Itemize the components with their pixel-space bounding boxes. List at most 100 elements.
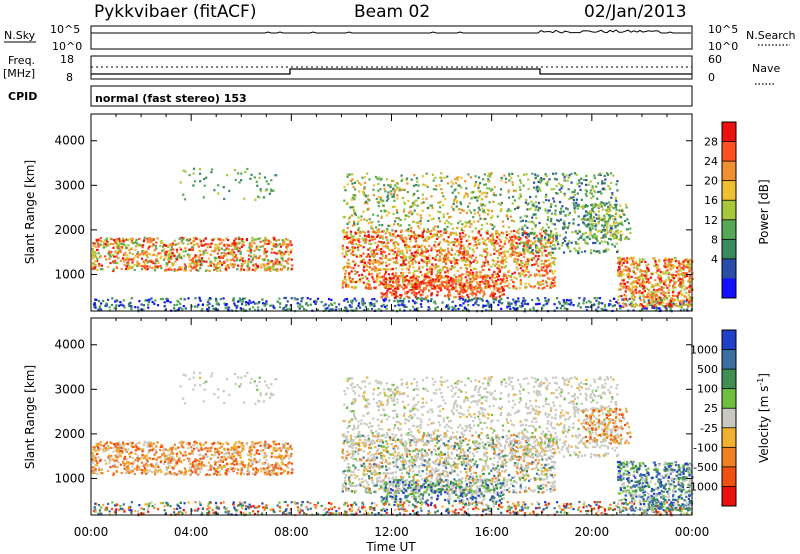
power-pixel [417, 281, 420, 284]
power-pixel [416, 269, 419, 272]
power-pixel [383, 210, 386, 213]
power-pixel [622, 273, 625, 276]
power-pixel [198, 296, 201, 299]
power-pixel [504, 250, 507, 253]
power-pixel [330, 308, 333, 311]
power-pixel [191, 261, 194, 264]
power-pixel [496, 272, 499, 275]
power-pixel [195, 264, 198, 267]
power-pixel [433, 233, 436, 236]
power-pixel [430, 271, 433, 274]
power-pixel [603, 182, 606, 185]
power-pixel [170, 246, 173, 249]
power-pixel [419, 234, 422, 238]
power-pixel [403, 297, 406, 300]
power-pixel [439, 246, 442, 250]
power-pixel [419, 303, 422, 306]
power-pixel [513, 276, 516, 279]
power-pixel [558, 247, 561, 250]
power-pixel [599, 301, 602, 304]
power-pixel [609, 224, 612, 227]
power-pixel [374, 242, 377, 245]
power-pixel [672, 302, 675, 306]
power-pixel [401, 264, 404, 267]
power-pixel [432, 188, 435, 191]
power-pixel [414, 282, 417, 285]
power-pixel [412, 231, 415, 234]
power-pixel [547, 298, 550, 301]
power-pixel [523, 242, 526, 245]
power-pixel [545, 193, 548, 196]
power-pixel [466, 195, 469, 198]
power-pixel [155, 258, 158, 261]
power-pixel [184, 269, 187, 272]
power-pixel [384, 245, 387, 248]
power-pixel [424, 296, 427, 299]
power-pixel [472, 297, 476, 300]
power-pixel [522, 184, 525, 187]
power-pixel [573, 172, 576, 175]
power-pixel [278, 301, 281, 305]
power-pixel [397, 247, 400, 250]
power-pixel [159, 241, 162, 244]
power-pixel [387, 288, 390, 291]
power-pixel [435, 188, 438, 191]
power-pixel [467, 295, 470, 298]
power-pixel [213, 246, 217, 249]
power-pixel [513, 250, 517, 253]
power-pixel [472, 236, 475, 239]
power-pixel [508, 286, 511, 289]
power-pixel [534, 274, 537, 278]
power-pixel [399, 295, 402, 298]
power-pixel [232, 254, 235, 257]
power-pixel [375, 232, 378, 235]
power-pixel [468, 260, 472, 263]
power-pixel [375, 226, 378, 229]
power-pixel [519, 280, 522, 283]
power-pixel [606, 241, 609, 244]
power-pixel [440, 282, 443, 286]
power-pixel [370, 268, 373, 272]
power-pixel [259, 240, 262, 243]
power-pixel [687, 293, 690, 296]
power-pixel [157, 252, 160, 255]
power-pixel [281, 243, 284, 246]
power-pixel [446, 286, 449, 289]
power-pixel [398, 284, 401, 287]
power-pixel [119, 303, 122, 306]
power-pixel [160, 255, 163, 258]
power-pixel [475, 286, 478, 289]
power-pixel [386, 239, 389, 242]
power-pixel [115, 266, 118, 269]
power-pixel [632, 263, 636, 266]
power-pixel [241, 260, 245, 263]
power-pixel [289, 240, 292, 243]
power-pixel [423, 286, 426, 289]
power-pixel [405, 292, 408, 295]
power-pixel [259, 237, 262, 240]
power-pixel [603, 217, 606, 220]
power-pixel [350, 214, 354, 217]
power-pixel [553, 276, 556, 279]
power-pixel [275, 262, 278, 265]
power-pixel [429, 232, 432, 235]
power-pixel [600, 307, 603, 311]
power-pixel [386, 245, 389, 248]
power-pixel [526, 203, 529, 206]
power-pixel [500, 201, 503, 204]
power-pixel [394, 287, 397, 290]
power-pixel [543, 246, 546, 249]
power-pixel [487, 174, 490, 178]
power-pixel [482, 261, 485, 264]
power-pixel [513, 309, 516, 312]
power-pixel [475, 300, 478, 303]
power-pixel [426, 228, 429, 231]
power-pixel [367, 194, 370, 197]
power-pixel [171, 251, 174, 254]
power-pixel [524, 224, 527, 227]
power-pixel [414, 203, 417, 206]
power-pixel [582, 302, 585, 305]
power-pixel [612, 297, 616, 300]
power-pixel [580, 235, 583, 238]
power-pixel [373, 280, 376, 284]
